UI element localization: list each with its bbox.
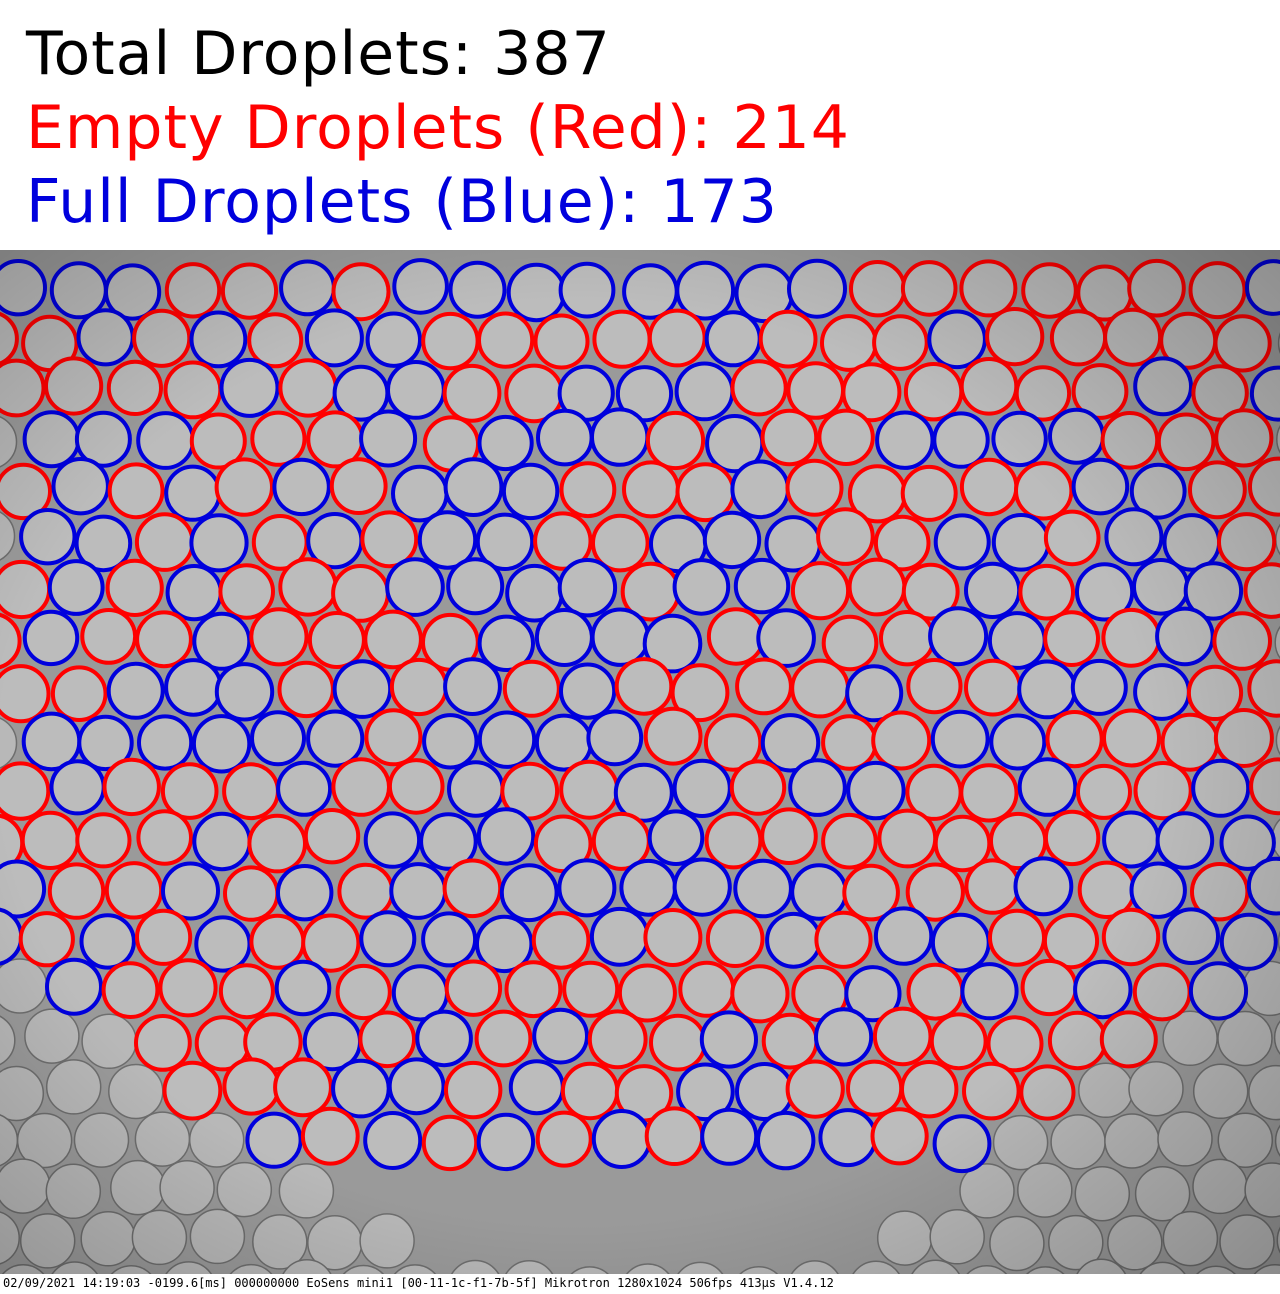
total-droplets-count: 387 (493, 19, 611, 89)
camera-stamp-bar: 02/09/2021 14:19:03 -0199.6[ms] 00000000… (0, 1274, 1280, 1294)
droplet-micrograph (0, 250, 1280, 1274)
vignette-overlay (0, 250, 1280, 1274)
total-droplets-line: Total Droplets: 387 (26, 24, 611, 84)
empty-droplets-label: Empty Droplets (Red): (26, 93, 713, 163)
results-header: Total Droplets: 387 Empty Droplets (Red)… (0, 0, 1280, 250)
total-droplets-label: Total Droplets: (26, 19, 474, 89)
empty-droplets-line: Empty Droplets (Red): 214 (26, 98, 850, 158)
camera-stamp-text: 02/09/2021 14:19:03 -0199.6[ms] 00000000… (3, 1276, 834, 1290)
full-droplets-label: Full Droplets (Blue): (26, 167, 641, 237)
full-droplets-line: Full Droplets (Blue): 173 (26, 172, 778, 232)
full-droplets-count: 173 (660, 167, 778, 237)
empty-droplets-count: 214 (732, 93, 850, 163)
droplet-overlay-image (0, 250, 1280, 1274)
